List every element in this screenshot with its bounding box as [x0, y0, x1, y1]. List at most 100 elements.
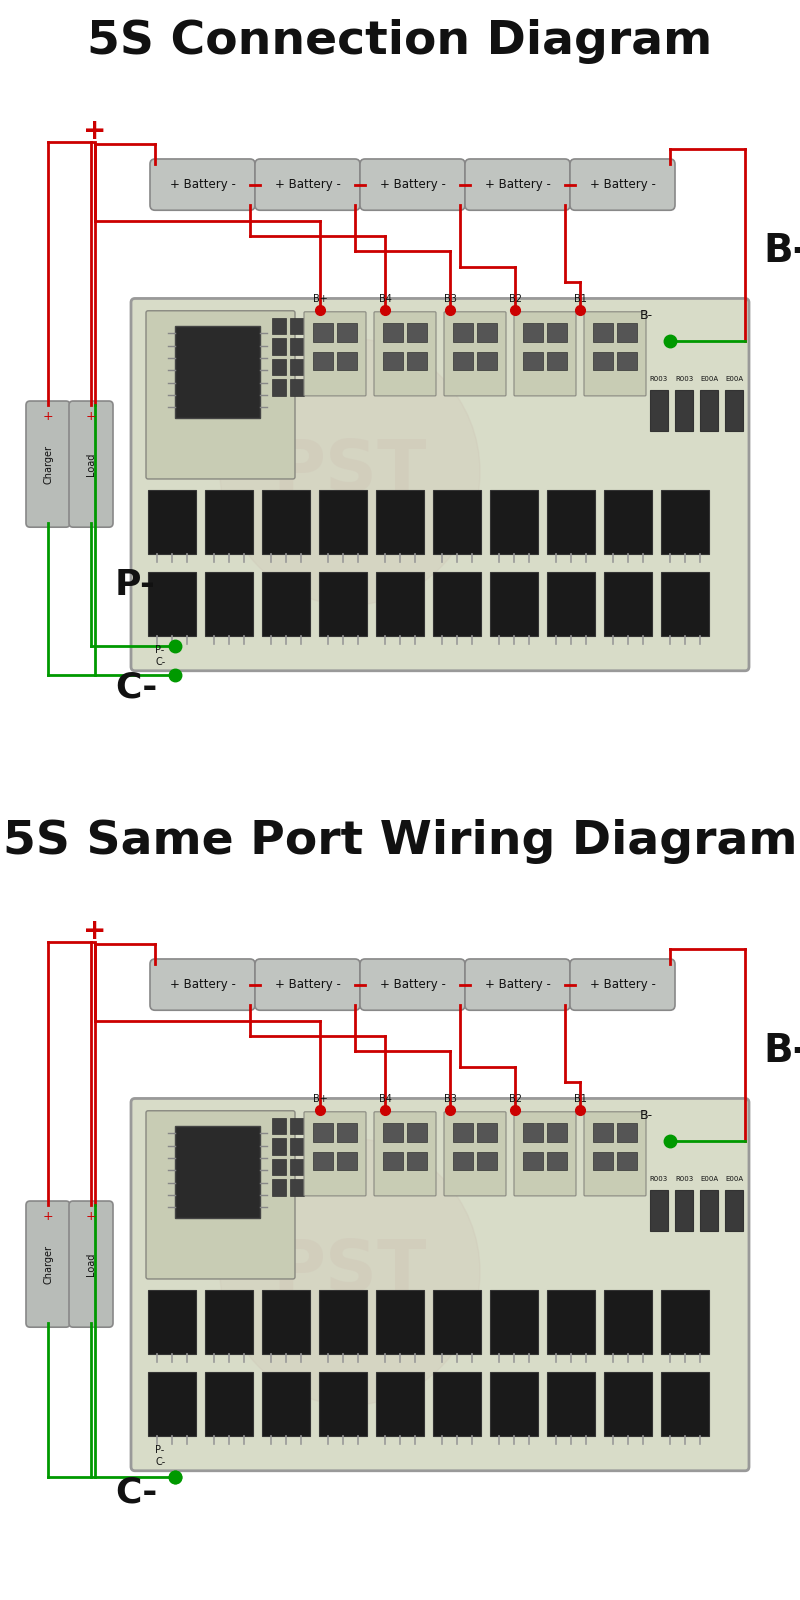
Text: + Battery -: + Battery -	[379, 978, 446, 990]
Text: Load: Load	[86, 1253, 96, 1275]
Bar	[337, 1123, 357, 1141]
Text: P-: P-	[115, 568, 156, 602]
Bar	[290, 379, 304, 395]
Text: R003: R003	[675, 376, 693, 381]
Bar	[725, 1190, 743, 1230]
Text: + Battery -: + Battery -	[170, 978, 235, 990]
Text: E00A: E00A	[700, 376, 718, 381]
Bar	[675, 390, 693, 430]
Bar	[262, 490, 310, 554]
FancyBboxPatch shape	[26, 402, 70, 526]
Text: B1: B1	[574, 1093, 586, 1104]
Bar	[650, 1190, 668, 1230]
Text: +: +	[83, 917, 106, 946]
Text: + Battery -: + Battery -	[379, 178, 446, 190]
Bar	[407, 1152, 427, 1170]
Text: +: +	[86, 1210, 96, 1224]
Bar	[407, 323, 427, 341]
Bar	[337, 323, 357, 341]
Bar	[593, 323, 613, 341]
Bar	[262, 1290, 310, 1354]
Text: R003: R003	[675, 1176, 693, 1181]
Bar	[523, 352, 543, 370]
Bar	[272, 1118, 286, 1134]
FancyBboxPatch shape	[444, 312, 506, 395]
Text: +: +	[42, 410, 54, 424]
Bar	[319, 1373, 367, 1435]
Text: B+: B+	[313, 1093, 327, 1104]
Bar	[547, 352, 567, 370]
FancyBboxPatch shape	[304, 312, 366, 395]
Text: C-: C-	[115, 670, 158, 704]
Bar	[290, 1139, 304, 1155]
Text: +: +	[86, 410, 96, 424]
Text: E00A: E00A	[700, 1176, 718, 1181]
Text: B3: B3	[443, 1093, 457, 1104]
Bar	[477, 1152, 497, 1170]
Bar	[290, 1118, 304, 1134]
Text: B+: B+	[313, 293, 327, 304]
Bar	[617, 1152, 637, 1170]
Bar	[272, 339, 286, 355]
Bar	[148, 1373, 196, 1435]
Bar	[407, 1123, 427, 1141]
FancyBboxPatch shape	[465, 158, 570, 210]
Bar	[547, 1152, 567, 1170]
Text: +: +	[83, 117, 106, 146]
FancyBboxPatch shape	[584, 1112, 646, 1195]
Bar	[272, 318, 286, 334]
FancyBboxPatch shape	[69, 402, 113, 526]
Bar	[490, 1373, 538, 1435]
Bar	[272, 1179, 286, 1195]
Text: B-: B-	[763, 232, 800, 270]
Text: B3: B3	[443, 293, 457, 304]
FancyBboxPatch shape	[360, 158, 465, 210]
Bar	[205, 1290, 253, 1354]
Bar	[148, 573, 196, 635]
Text: P-: P-	[155, 645, 164, 656]
Text: + Battery -: + Battery -	[590, 178, 655, 190]
Bar	[433, 1290, 481, 1354]
Circle shape	[220, 1139, 480, 1405]
Text: Charger: Charger	[43, 1245, 53, 1283]
Bar	[617, 352, 637, 370]
Text: B1: B1	[574, 293, 586, 304]
Bar	[661, 573, 709, 635]
FancyBboxPatch shape	[131, 299, 749, 670]
Text: B-: B-	[640, 309, 653, 322]
FancyBboxPatch shape	[514, 312, 576, 395]
Bar	[290, 358, 304, 376]
Bar	[477, 352, 497, 370]
Bar	[290, 1158, 304, 1176]
Bar	[675, 1190, 693, 1230]
Text: 5S Connection Diagram: 5S Connection Diagram	[87, 19, 713, 64]
Bar	[477, 323, 497, 341]
Text: Load: Load	[86, 453, 96, 475]
Text: + Battery -: + Battery -	[485, 978, 550, 990]
Text: C-: C-	[115, 1475, 158, 1509]
Bar	[700, 1190, 718, 1230]
Text: B-: B-	[640, 1109, 653, 1122]
FancyBboxPatch shape	[304, 1112, 366, 1195]
Bar	[290, 339, 304, 355]
Bar	[313, 323, 333, 341]
Bar	[313, 1152, 333, 1170]
Bar	[376, 1290, 424, 1354]
Bar	[313, 352, 333, 370]
Bar	[407, 352, 427, 370]
Bar	[593, 352, 613, 370]
Bar	[376, 490, 424, 554]
Bar	[272, 1139, 286, 1155]
FancyBboxPatch shape	[150, 958, 255, 1010]
Bar	[490, 490, 538, 554]
Bar	[262, 1373, 310, 1435]
Text: + Battery -: + Battery -	[274, 978, 341, 990]
Bar	[175, 1126, 260, 1219]
Bar	[547, 573, 595, 635]
Bar	[477, 1123, 497, 1141]
Bar	[453, 323, 473, 341]
Text: C-: C-	[155, 656, 166, 667]
Text: + Battery -: + Battery -	[274, 178, 341, 190]
Text: Charger: Charger	[43, 445, 53, 483]
Bar	[272, 1158, 286, 1176]
